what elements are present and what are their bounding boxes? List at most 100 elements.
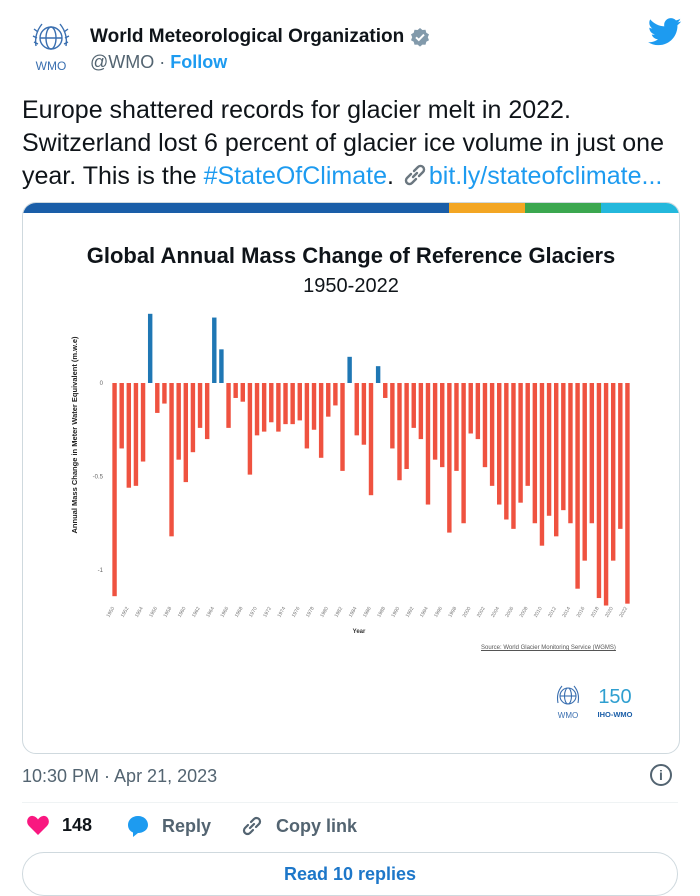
bar-2002 bbox=[482, 383, 488, 468]
y-tick-label: -1 bbox=[98, 568, 104, 574]
bar-2010 bbox=[539, 383, 545, 546]
x-tick-label: 1964 bbox=[205, 606, 216, 619]
x-tick-label: 2000 bbox=[462, 606, 473, 619]
action-bar: 148 Reply Copy link bbox=[22, 814, 678, 844]
bar-1985 bbox=[361, 383, 367, 445]
bar-1988 bbox=[383, 383, 388, 398]
iho-number: 150 bbox=[598, 686, 631, 708]
x-tick-label: 1970 bbox=[248, 606, 259, 619]
external-link[interactable]: bit.ly/stateofclimate... bbox=[428, 162, 663, 190]
bar-1957 bbox=[162, 383, 167, 404]
twitter-bird-icon[interactable] bbox=[648, 18, 682, 46]
bar-2009 bbox=[532, 383, 538, 524]
author-name-text[interactable]: World Meteorological Organization bbox=[90, 26, 405, 47]
x-tick-label: 1988 bbox=[376, 606, 387, 619]
bar-1959 bbox=[176, 383, 181, 460]
bar-2000 bbox=[468, 383, 473, 434]
bar-1981 bbox=[333, 383, 338, 406]
x-tick-label: 2016 bbox=[576, 606, 587, 619]
like-count: 148 bbox=[62, 814, 93, 835]
author-handle[interactable]: @WMO bbox=[90, 52, 155, 72]
reply-label: Reply bbox=[162, 815, 212, 836]
y-tick-label: -0.5 bbox=[93, 475, 104, 481]
x-tick-label: 1996 bbox=[433, 606, 444, 619]
x-tick-label: 2012 bbox=[547, 606, 558, 619]
bar-1966 bbox=[226, 383, 231, 428]
x-axis-label: Year bbox=[353, 629, 366, 635]
stripe-green bbox=[525, 203, 601, 213]
x-tick-label: 1990 bbox=[390, 606, 401, 619]
bar-1954 bbox=[140, 383, 146, 462]
bar-1970 bbox=[254, 383, 260, 436]
bar-1953 bbox=[133, 383, 139, 486]
bar-2006 bbox=[511, 383, 516, 529]
tweet-timestamp[interactable]: 10:30 PM · Apr 21, 2023 bbox=[22, 766, 218, 786]
bar-1990 bbox=[397, 383, 402, 481]
copy-link-icon bbox=[242, 816, 262, 836]
bar-2015 bbox=[575, 383, 580, 589]
x-tick-label: 2004 bbox=[490, 606, 501, 619]
bar-1991 bbox=[404, 383, 409, 470]
x-tick-label: 2022 bbox=[618, 606, 629, 619]
bar-1950 bbox=[112, 383, 117, 597]
x-tick-label: 1968 bbox=[234, 606, 245, 619]
x-tick-label: 1992 bbox=[405, 606, 416, 619]
copy-link-button[interactable]: Copy link bbox=[240, 814, 357, 838]
heart-icon bbox=[27, 815, 49, 835]
x-tick-label: 2006 bbox=[504, 606, 515, 619]
bar-1998 bbox=[454, 383, 459, 471]
bar-2003 bbox=[489, 383, 495, 486]
bar-1976 bbox=[297, 383, 302, 421]
verified-badge-icon bbox=[411, 28, 430, 47]
x-tick-label: 2008 bbox=[519, 606, 530, 619]
bar-1968 bbox=[240, 383, 245, 402]
wmo-small-logo-icon: WMO bbox=[556, 685, 580, 720]
x-tick-label: 1952 bbox=[120, 606, 131, 619]
wmo-logo-text: WMO bbox=[36, 59, 67, 73]
bar-1983 bbox=[347, 356, 352, 383]
bar-1952 bbox=[126, 383, 132, 488]
like-button[interactable]: 148 bbox=[26, 814, 92, 836]
image-card[interactable]: Global Annual Mass Change of Reference G… bbox=[22, 202, 680, 754]
follow-button[interactable]: Follow bbox=[170, 52, 228, 72]
hashtag-link[interactable]: #StateOfClimate bbox=[203, 162, 387, 190]
bar-2022 bbox=[625, 383, 630, 604]
bar-2018 bbox=[596, 383, 602, 599]
author-name[interactable]: World Meteorological Organization bbox=[90, 26, 430, 48]
x-tick-label: 1950 bbox=[106, 606, 117, 619]
tweet-header: WMO World Meteorological Organization @W… bbox=[22, 14, 682, 76]
x-tick-label: 1978 bbox=[305, 606, 316, 619]
bar-2012 bbox=[554, 383, 559, 537]
wmo-logo-icon[interactable]: WMO bbox=[22, 16, 80, 74]
bar-1996 bbox=[440, 383, 445, 468]
bar-1972 bbox=[269, 383, 274, 423]
x-tick-label: 2010 bbox=[533, 606, 544, 619]
bar-1982 bbox=[340, 383, 345, 471]
bar-1956 bbox=[155, 383, 160, 413]
reply-button[interactable]: Reply bbox=[126, 814, 211, 838]
x-tick-label: 1998 bbox=[447, 606, 458, 619]
x-tick-label: 2014 bbox=[561, 606, 572, 619]
x-tick-label: 1958 bbox=[163, 606, 174, 619]
stripe-orange bbox=[449, 203, 525, 213]
x-tick-label: 1972 bbox=[262, 606, 273, 619]
bar-1995 bbox=[432, 383, 438, 460]
bar-1992 bbox=[411, 383, 416, 428]
read-replies-button[interactable]: Read 10 replies bbox=[22, 852, 678, 896]
x-tick-label: 1962 bbox=[191, 606, 202, 619]
x-tick-label: 1976 bbox=[291, 606, 302, 619]
chart-source[interactable]: Source: World Glacier Monitoring Service… bbox=[481, 645, 616, 651]
info-icon[interactable]: i bbox=[650, 764, 672, 786]
bar-2020 bbox=[610, 383, 616, 561]
iho-text: IHO-WMO bbox=[598, 710, 633, 719]
bar-1977 bbox=[304, 383, 310, 449]
x-tick-label: 1986 bbox=[362, 606, 373, 619]
wmo-small-logo-text: WMO bbox=[558, 711, 578, 720]
bar-2004 bbox=[497, 383, 502, 505]
bar-1958 bbox=[169, 383, 174, 537]
y-tick-label: 0 bbox=[100, 381, 104, 387]
bar-2013 bbox=[561, 383, 566, 511]
x-tick-label: 1956 bbox=[148, 606, 159, 619]
x-tick-label: 1960 bbox=[177, 606, 188, 619]
tweet-line-3-text: year. This is the bbox=[22, 162, 204, 190]
